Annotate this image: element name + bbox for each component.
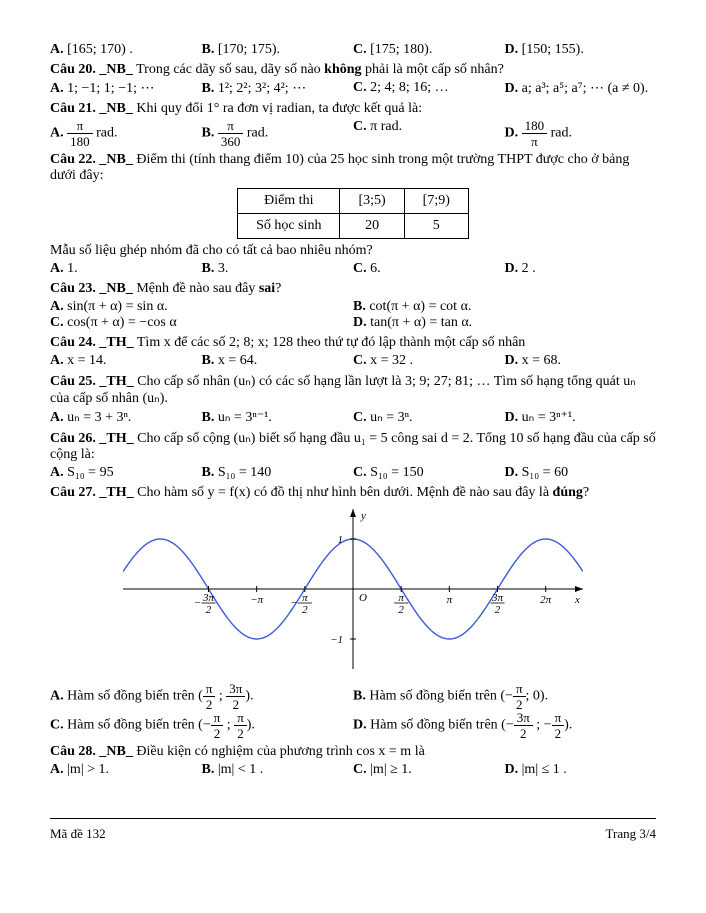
q24-c: C. x = 32 . bbox=[353, 353, 505, 369]
q26-d: D. S₁₀ = 60 bbox=[505, 465, 657, 481]
q25-d: D. uₙ = 3ⁿ⁺¹. bbox=[505, 409, 657, 426]
q24-a: A. x = 14. bbox=[50, 353, 202, 369]
q20-options: A. 1; −1; 1; −1; ⋯ B. 1²; 2²; 3²; 4²; ⋯ … bbox=[50, 80, 656, 97]
q21-c: C. π rad. bbox=[353, 119, 505, 148]
q27-c: C. Hàm số đồng biến trên (−π2 ; π2). bbox=[50, 711, 353, 740]
q28-a: A. |m| > 1. bbox=[50, 762, 202, 778]
q28-d: D. |m| ≤ 1 . bbox=[505, 762, 657, 778]
table-cell: 20 bbox=[340, 214, 404, 239]
q22-table: Điểm thi[3;5)[7;9) Số học sinh205 bbox=[237, 188, 469, 239]
q26-c: C. S₁₀ = 150 bbox=[353, 465, 505, 481]
q22-d: D. 2 . bbox=[505, 261, 657, 277]
q23-options: A. sin(π + α) = sin α. B. cot(π + α) = c… bbox=[50, 299, 656, 331]
q24: Câu 24. _TH_ Tìm x để các số 2; 8; x; 12… bbox=[50, 335, 656, 351]
q19-d: D. [150; 155). bbox=[505, 42, 657, 58]
q22-options: A. 1. B. 3. C. 6. D. 2 . bbox=[50, 261, 656, 277]
q25-options: A. uₙ = 3 + 3ⁿ. B. uₙ = 3ⁿ⁻¹. C. uₙ = 3ⁿ… bbox=[50, 409, 656, 426]
q22-a: A. 1. bbox=[50, 261, 202, 277]
svg-text:O: O bbox=[359, 592, 367, 604]
q21-d: D. 180π rad. bbox=[505, 119, 657, 148]
q28-b: B. |m| < 1 . bbox=[202, 762, 354, 778]
q21-options: A. π180 rad. B. π360 rad. C. π rad. D. 1… bbox=[50, 119, 656, 148]
table-cell: [7;9) bbox=[404, 189, 468, 214]
q28-options: A. |m| > 1. B. |m| < 1 . C. |m| ≥ 1. D. … bbox=[50, 762, 656, 778]
q26-b: B. S₁₀ = 140 bbox=[202, 465, 354, 481]
q22-b: B. 3. bbox=[202, 261, 354, 277]
svg-text:2: 2 bbox=[398, 604, 404, 616]
table-cell: [3;5) bbox=[340, 189, 404, 214]
q25-c: C. uₙ = 3ⁿ. bbox=[353, 409, 505, 426]
footer-rule bbox=[50, 818, 656, 819]
table-header: Số học sinh bbox=[238, 214, 340, 239]
svg-text:x: x bbox=[574, 594, 580, 606]
q22-c: C. 6. bbox=[353, 261, 505, 277]
footer-right: Trang 3/4 bbox=[606, 826, 656, 842]
q28-c: C. |m| ≥ 1. bbox=[353, 762, 505, 778]
footer: Mã đề 132 Trang 3/4 bbox=[50, 826, 656, 842]
q20-c: C. 2; 4; 8; 16; … bbox=[353, 80, 505, 97]
q26-options: A. S₁₀ = 95 B. S₁₀ = 140 C. S₁₀ = 150 D.… bbox=[50, 465, 656, 481]
q25: Câu 25. _TH_ Cho cấp số nhân (uₙ) có các… bbox=[50, 373, 656, 407]
q26-a: A. S₁₀ = 95 bbox=[50, 465, 202, 481]
svg-text:2: 2 bbox=[302, 604, 308, 616]
q20: Câu 20. _NB_ Trong các dãy số sau, dãy s… bbox=[50, 62, 656, 78]
q28: Câu 28. _NB_ Điều kiện có nghiệm của phư… bbox=[50, 744, 656, 760]
q27-b: B. Hàm số đồng biến trên (−π2; 0). bbox=[353, 682, 656, 711]
q25-a: A. uₙ = 3 + 3ⁿ. bbox=[50, 409, 202, 426]
svg-text:1: 1 bbox=[338, 534, 344, 546]
q21-a: A. π180 rad. bbox=[50, 119, 202, 148]
q27-a: A. Hàm số đồng biến trên (π2 ; 3π2). bbox=[50, 682, 353, 711]
svg-text:2: 2 bbox=[206, 604, 212, 616]
table-cell: 5 bbox=[404, 214, 468, 239]
q22: Câu 22. _NB_ Điểm thi (tính thang điểm 1… bbox=[50, 152, 656, 184]
q19-c: C. [175; 180). bbox=[353, 42, 505, 58]
q24-options: A. x = 14. B. x = 64. C. x = 32 . D. x =… bbox=[50, 353, 656, 369]
q23-d: D. tan(π + α) = tan α. bbox=[353, 315, 656, 331]
q20-a: A. 1; −1; 1; −1; ⋯ bbox=[50, 80, 202, 97]
q22-post: Mẫu số liệu ghép nhóm đã cho có tất cả b… bbox=[50, 243, 656, 259]
svg-text:−π: −π bbox=[250, 594, 263, 606]
svg-text:π: π bbox=[398, 592, 404, 604]
svg-text:−: − bbox=[194, 597, 201, 609]
footer-left: Mã đề 132 bbox=[50, 826, 106, 842]
q25-b: B. uₙ = 3ⁿ⁻¹. bbox=[202, 409, 354, 426]
q21-b: B. π360 rad. bbox=[202, 119, 354, 148]
svg-text:−: − bbox=[290, 597, 297, 609]
q24-d: D. x = 68. bbox=[505, 353, 657, 369]
q23-c: C. cos(π + α) = −cos α bbox=[50, 315, 353, 331]
svg-text:π: π bbox=[302, 592, 308, 604]
q21: Câu 21. _NB_ Khi quy đổi 1° ra đơn vị ra… bbox=[50, 101, 656, 117]
q19-a: A. [165; 170) . bbox=[50, 42, 202, 58]
svg-text:3π: 3π bbox=[202, 592, 215, 604]
q26: Câu 26. _TH_ Cho cấp số cộng (uₙ) biết s… bbox=[50, 430, 656, 463]
q27: Câu 27. _TH_ Cho hàm số y = f(x) có đồ t… bbox=[50, 485, 656, 501]
q27-options: A. Hàm số đồng biến trên (π2 ; 3π2). B. … bbox=[50, 682, 656, 740]
q19-options: A. [165; 170) . B. [170; 175). C. [175; … bbox=[50, 42, 656, 58]
svg-text:2: 2 bbox=[495, 604, 501, 616]
q20-d: D. a; a³; a⁵; a⁷; ⋯ (a ≠ 0). bbox=[505, 80, 657, 97]
svg-text:3π: 3π bbox=[491, 592, 504, 604]
svg-text:2π: 2π bbox=[540, 594, 552, 606]
q23: Câu 23. _NB_ Mệnh đề nào sau đây sai? bbox=[50, 281, 656, 297]
q19-b: B. [170; 175). bbox=[202, 42, 354, 58]
q20-b: B. 1²; 2²; 3²; 4²; ⋯ bbox=[202, 80, 354, 97]
q24-b: B. x = 64. bbox=[202, 353, 354, 369]
q23-a: A. sin(π + α) = sin α. bbox=[50, 299, 353, 315]
svg-text:−1: −1 bbox=[330, 634, 343, 646]
q23-b: B. cot(π + α) = cot α. bbox=[353, 299, 656, 315]
q27-chart: 1−1−3π2−π−π2π2π3π22πOxy bbox=[50, 509, 656, 674]
svg-text:y: y bbox=[360, 510, 366, 522]
svg-text:π: π bbox=[447, 594, 453, 606]
q27-d: D. Hàm số đồng biến trên (−3π2 ; −π2). bbox=[353, 711, 656, 740]
table-header: Điểm thi bbox=[238, 189, 340, 214]
